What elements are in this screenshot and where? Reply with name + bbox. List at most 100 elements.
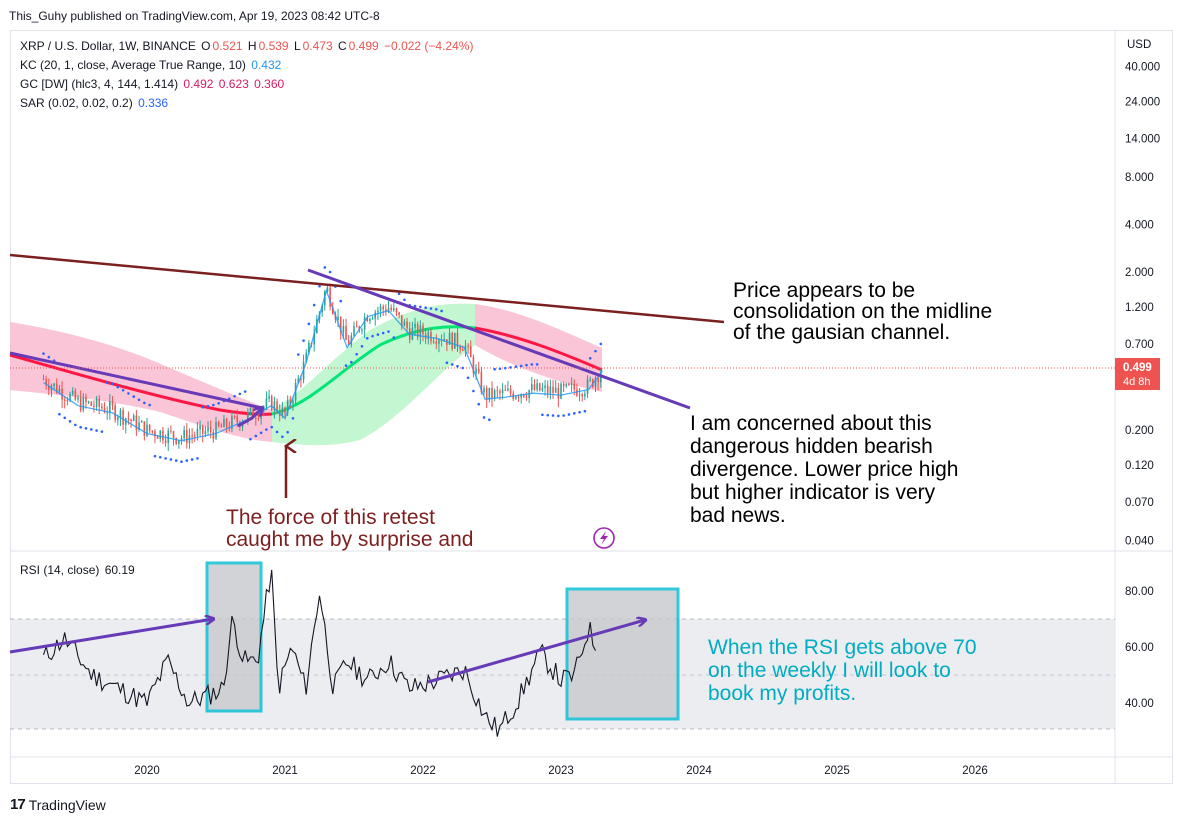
candle-body: [597, 378, 599, 383]
candle-body: [146, 424, 148, 436]
candle-body: [369, 318, 371, 322]
candle-body: [223, 419, 225, 428]
legend-rsi-label: RSI (14, close): [20, 563, 100, 577]
candle-body: [45, 379, 47, 386]
time-tick-label: 2025: [824, 765, 850, 777]
candle-body: [98, 398, 101, 407]
candle-body: [265, 398, 268, 407]
candle-body: [63, 399, 66, 401]
candle-body: [329, 287, 331, 307]
rsi-box-right[interactable]: [565, 587, 680, 721]
candle-body: [69, 393, 71, 401]
rsi-axis[interactable]: 80.00 60.00 40.00: [1125, 586, 1154, 710]
price-tick-label: 8.000: [1125, 172, 1154, 184]
chart-frame[interactable]: [10, 30, 1173, 784]
lightning-icon[interactable]: [593, 527, 615, 549]
sar-dot: [270, 425, 274, 429]
candle-body: [217, 422, 220, 426]
annotation-retest-line: caught me by surprise and: [226, 528, 473, 551]
candle-body: [366, 317, 369, 322]
annotation-rsi-line: book my profits.: [708, 682, 856, 705]
tradingview-logo-icon: 17: [10, 796, 26, 813]
sar-dot: [572, 412, 576, 415]
sar-dot: [466, 376, 470, 380]
gc-bull-band: [272, 303, 475, 446]
legend-rsi-value: 60.19: [104, 563, 135, 577]
candle-body: [541, 387, 544, 391]
time-axis[interactable]: 2020 2021 2022 2023 2024 2025 2026: [134, 765, 988, 777]
sar-dot: [307, 322, 311, 326]
trendline-purple-upper[interactable]: [307, 268, 691, 410]
lightning-icon-glyph: [600, 531, 608, 545]
candle-body: [393, 308, 395, 311]
gc-midline-bull: [271, 325, 476, 416]
sar-dot: [153, 454, 157, 458]
trendline-purple-lower[interactable]: [9, 351, 263, 410]
candle-body: [71, 390, 74, 394]
candle-body: [573, 383, 576, 390]
sar-dot: [344, 364, 348, 367]
legend-rsi[interactable]: RSI (14, close) 60.19: [20, 563, 137, 577]
candle-body: [321, 305, 323, 313]
sar-dot: [74, 423, 77, 427]
purple-arrow-retest[interactable]: [237, 408, 262, 428]
candle-body: [536, 383, 538, 390]
candle-body: [170, 430, 172, 432]
sar-dot: [318, 284, 321, 288]
candle-body: [533, 384, 536, 390]
sar-dot: [360, 344, 364, 348]
footer-brand[interactable]: 17 TradingView: [10, 796, 106, 813]
trendline-brown-resistance[interactable]: [9, 253, 725, 324]
candle-body: [135, 415, 138, 430]
candle-body: [191, 435, 193, 437]
candle-body: [475, 368, 477, 374]
sar-dot: [190, 458, 194, 461]
sar-dot: [477, 402, 481, 406]
price-axis[interactable]: 40.000 24.000 14.000 8.000 4.000 2.000 1.200 0.…: [1125, 61, 1160, 547]
candle-body: [138, 422, 140, 430]
legend-gc-v3: 0.360: [254, 77, 285, 91]
legend-kc[interactable]: KC (20, 1, close, Average True Range, 10…: [20, 58, 283, 72]
candle-body: [485, 388, 488, 400]
rsi-tick-label: 80.00: [1125, 586, 1154, 598]
sar-dot: [206, 404, 210, 408]
candle-body: [416, 324, 419, 337]
sar-dot: [201, 405, 205, 409]
candle-body: [464, 345, 467, 351]
candle-body: [201, 425, 204, 434]
sar-dot: [58, 412, 61, 416]
sar-dot: [371, 334, 374, 338]
rsi-box-left[interactable]: [205, 561, 263, 713]
sar-dot: [254, 434, 258, 438]
sar-dot: [116, 385, 120, 389]
candle-body: [538, 383, 541, 391]
candle-body: [178, 440, 180, 444]
legend-sar[interactable]: SAR (0.02, 0.02, 0.2) 0.336: [20, 96, 170, 110]
publish-header: This_Guhy published on TradingView.com, …: [9, 9, 380, 23]
candle-body: [249, 408, 252, 412]
candle-body: [554, 387, 557, 393]
sar-dot: [450, 363, 454, 366]
candle-body: [270, 396, 273, 411]
candle-body: [379, 306, 382, 311]
annotation-divergence-line: dangerous hidden bearish: [690, 435, 933, 458]
rsi-arrow-right[interactable]: [427, 620, 645, 684]
candle-body: [204, 431, 207, 434]
candle-body: [371, 318, 374, 320]
candle-body: [499, 391, 501, 394]
legend-gc[interactable]: GC [DW] (hlc3, 4, 144, 1.414) 0.492 0.62…: [20, 77, 286, 91]
candle-body: [472, 357, 475, 374]
current-price-label: 0.499: [1123, 362, 1152, 374]
candle-body: [568, 383, 570, 386]
candle-body: [469, 345, 472, 358]
sar-dot: [259, 431, 263, 435]
candle-body: [42, 379, 45, 381]
candle-body: [385, 309, 387, 313]
legend-l-label: L: [293, 39, 301, 53]
candle-body: [523, 394, 525, 397]
candle-body: [255, 418, 257, 420]
rsi-arrow-left[interactable]: [9, 619, 213, 654]
